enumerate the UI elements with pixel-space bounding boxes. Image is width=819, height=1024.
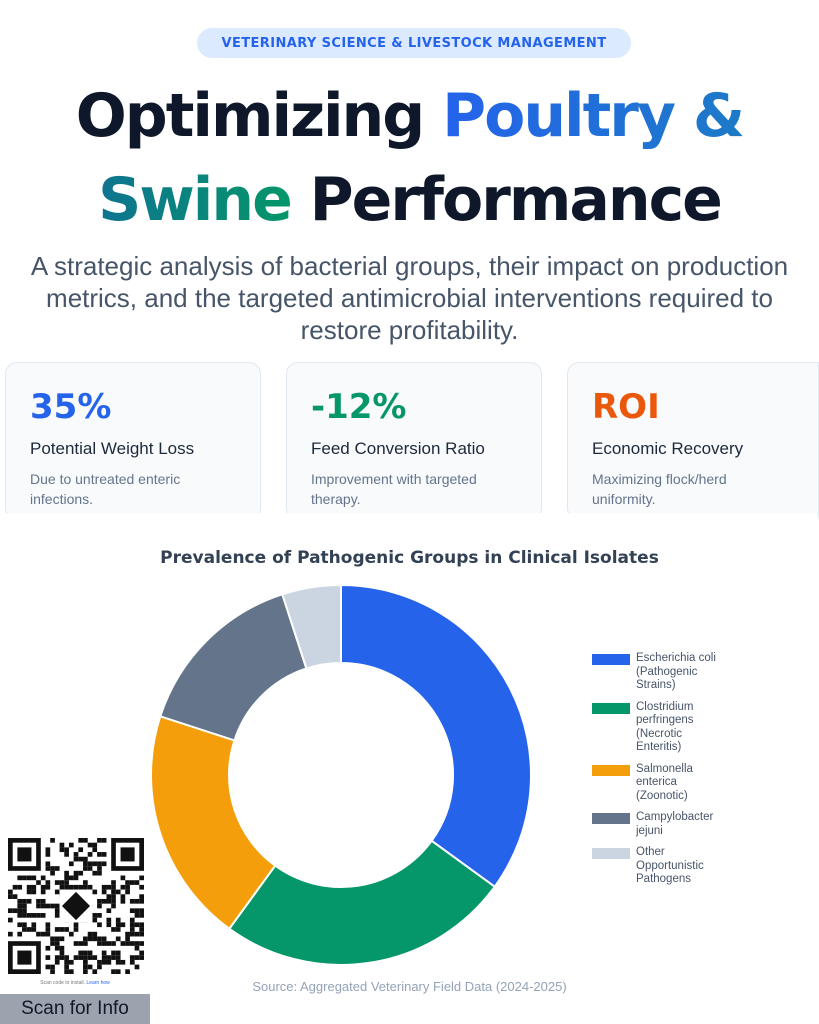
legend-item[interactable]: Campylobacter jejuni — [592, 811, 722, 838]
legend-swatch — [592, 702, 630, 714]
legend-label-line: (Necrotic — [636, 727, 683, 740]
donut-slice-2[interactable] — [150, 715, 277, 931]
title-line-2: Swine Performance — [0, 158, 819, 242]
legend-item[interactable]: Other Opportunistic Pathogens — [592, 846, 722, 887]
qr-label: Scan for Info — [0, 994, 150, 1024]
title-highlight-poultry: Poultry & — [442, 81, 745, 151]
legend-label-line: Clostridium — [636, 700, 694, 713]
stat-description-line: infections. — [30, 491, 94, 507]
donut-slice-1[interactable] — [227, 839, 497, 966]
category-badge: VETERINARY SCIENCE & LIVESTOCK MANAGEMEN… — [197, 28, 631, 58]
title-word-performance: Performance — [309, 165, 723, 235]
stat-card-weight-loss: 35% Potential Weight Loss Due to untreat… — [5, 362, 261, 520]
donut-slice-0[interactable] — [340, 583, 532, 889]
legend-item[interactable]: Escherichia coli (Pathogenic Strains) — [592, 652, 722, 693]
qr-code-icon[interactable] — [8, 838, 144, 974]
legend-swatch — [592, 813, 630, 824]
legend-swatch — [592, 764, 630, 776]
subtitle-line: metrics, and the targeted antimicrobial … — [46, 283, 773, 313]
legend-label-line: (Zoonotic) — [636, 789, 688, 802]
stat-value: -12% — [311, 387, 407, 427]
stat-card-economic-recovery: ROI Economic Recovery Maximizing flock/h… — [567, 362, 819, 520]
legend-label: Salmonella enterica (Zoonotic) — [636, 763, 720, 804]
legend-label-line: Strains) — [636, 679, 676, 691]
legend-swatch — [592, 654, 630, 665]
stat-description-line: Improvement with targeted — [311, 471, 477, 487]
qr-code-panel[interactable]: Scan code to install. Learn how Scan for… — [0, 830, 150, 1024]
chart-source: Source: Aggregated Veterinary Field Data… — [252, 979, 567, 994]
legend-label-line: enterica — [636, 776, 677, 788]
legend-label-line: jejuni — [636, 824, 663, 837]
stat-description-line: therapy. — [311, 491, 361, 507]
stat-description: Maximizing flock/herd uniformity. — [592, 469, 794, 509]
legend-label-line: Pathogens — [636, 873, 691, 885]
stat-description-line: Due to untreated enteric — [30, 471, 181, 487]
stat-description: Improvement with targeted therapy. — [311, 469, 517, 509]
stat-value: 35% — [30, 387, 112, 427]
title-word-optimizing: Optimizing — [75, 81, 425, 151]
legend-label-line: Enteritis) — [636, 741, 682, 753]
donut-slice-3[interactable] — [159, 593, 308, 742]
legend-label: Escherichia coli (Pathogenic Strains) — [636, 652, 720, 693]
subtitle-line: restore profitability. — [300, 315, 519, 345]
legend-label-line: (Pathogenic — [636, 665, 698, 678]
stat-description-line: Maximizing flock/herd — [592, 471, 727, 487]
stat-value: ROI — [592, 387, 660, 427]
stat-card-feed-conversion: -12% Feed Conversion Ratio Improvement w… — [286, 362, 542, 520]
legend-swatch — [592, 848, 630, 859]
stat-label: Feed Conversion Ratio — [311, 439, 485, 458]
page-subtitle: A strategic analysis of bacterial groups… — [10, 250, 809, 346]
legend-label-line: Other — [636, 846, 665, 858]
subtitle-line: A strategic analysis of bacterial groups… — [30, 251, 789, 281]
chart-title: Prevalence of Pathogenic Groups in Clini… — [160, 548, 659, 568]
stat-description-line: uniformity. — [592, 491, 656, 507]
page-title: Optimizing Poultry & Swine Performance — [0, 74, 819, 242]
stat-label: Potential Weight Loss — [30, 439, 195, 458]
legend-label: Clostridium perfringens (Necrotic Enteritis… — [636, 701, 720, 755]
legend-item[interactable]: Salmonella enterica (Zoonotic) — [592, 763, 722, 804]
donut-slice-4[interactable] — [281, 583, 342, 670]
title-line-1: Optimizing Poultry & — [0, 74, 819, 158]
legend-label-line: Campylobacter — [636, 811, 714, 823]
legend-label-line: Salmonella — [636, 762, 693, 775]
qr-hint-text: Scan code to install. — [40, 980, 85, 986]
title-highlight-swine: Swine — [98, 165, 293, 235]
legend-item[interactable]: Clostridium perfringens (Necrotic Enteritis… — [592, 701, 722, 755]
legend-label-line: perfringens — [636, 714, 694, 726]
chart-legend: Escherichia coli (Pathogenic Strains) Clost… — [592, 652, 722, 895]
qr-hint: Scan code to install. Learn how — [0, 980, 150, 986]
stat-label: Economic Recovery — [592, 439, 744, 458]
legend-label-line: Opportunistic — [636, 859, 704, 872]
legend-label: Other Opportunistic Pathogens — [636, 846, 720, 887]
stat-description: Due to untreated enteric infections. — [30, 469, 236, 509]
legend-label: Campylobacter jejuni — [636, 811, 720, 838]
legend-label-line: Escherichia coli — [636, 652, 716, 664]
qr-hint-link[interactable]: Learn how — [86, 980, 110, 986]
